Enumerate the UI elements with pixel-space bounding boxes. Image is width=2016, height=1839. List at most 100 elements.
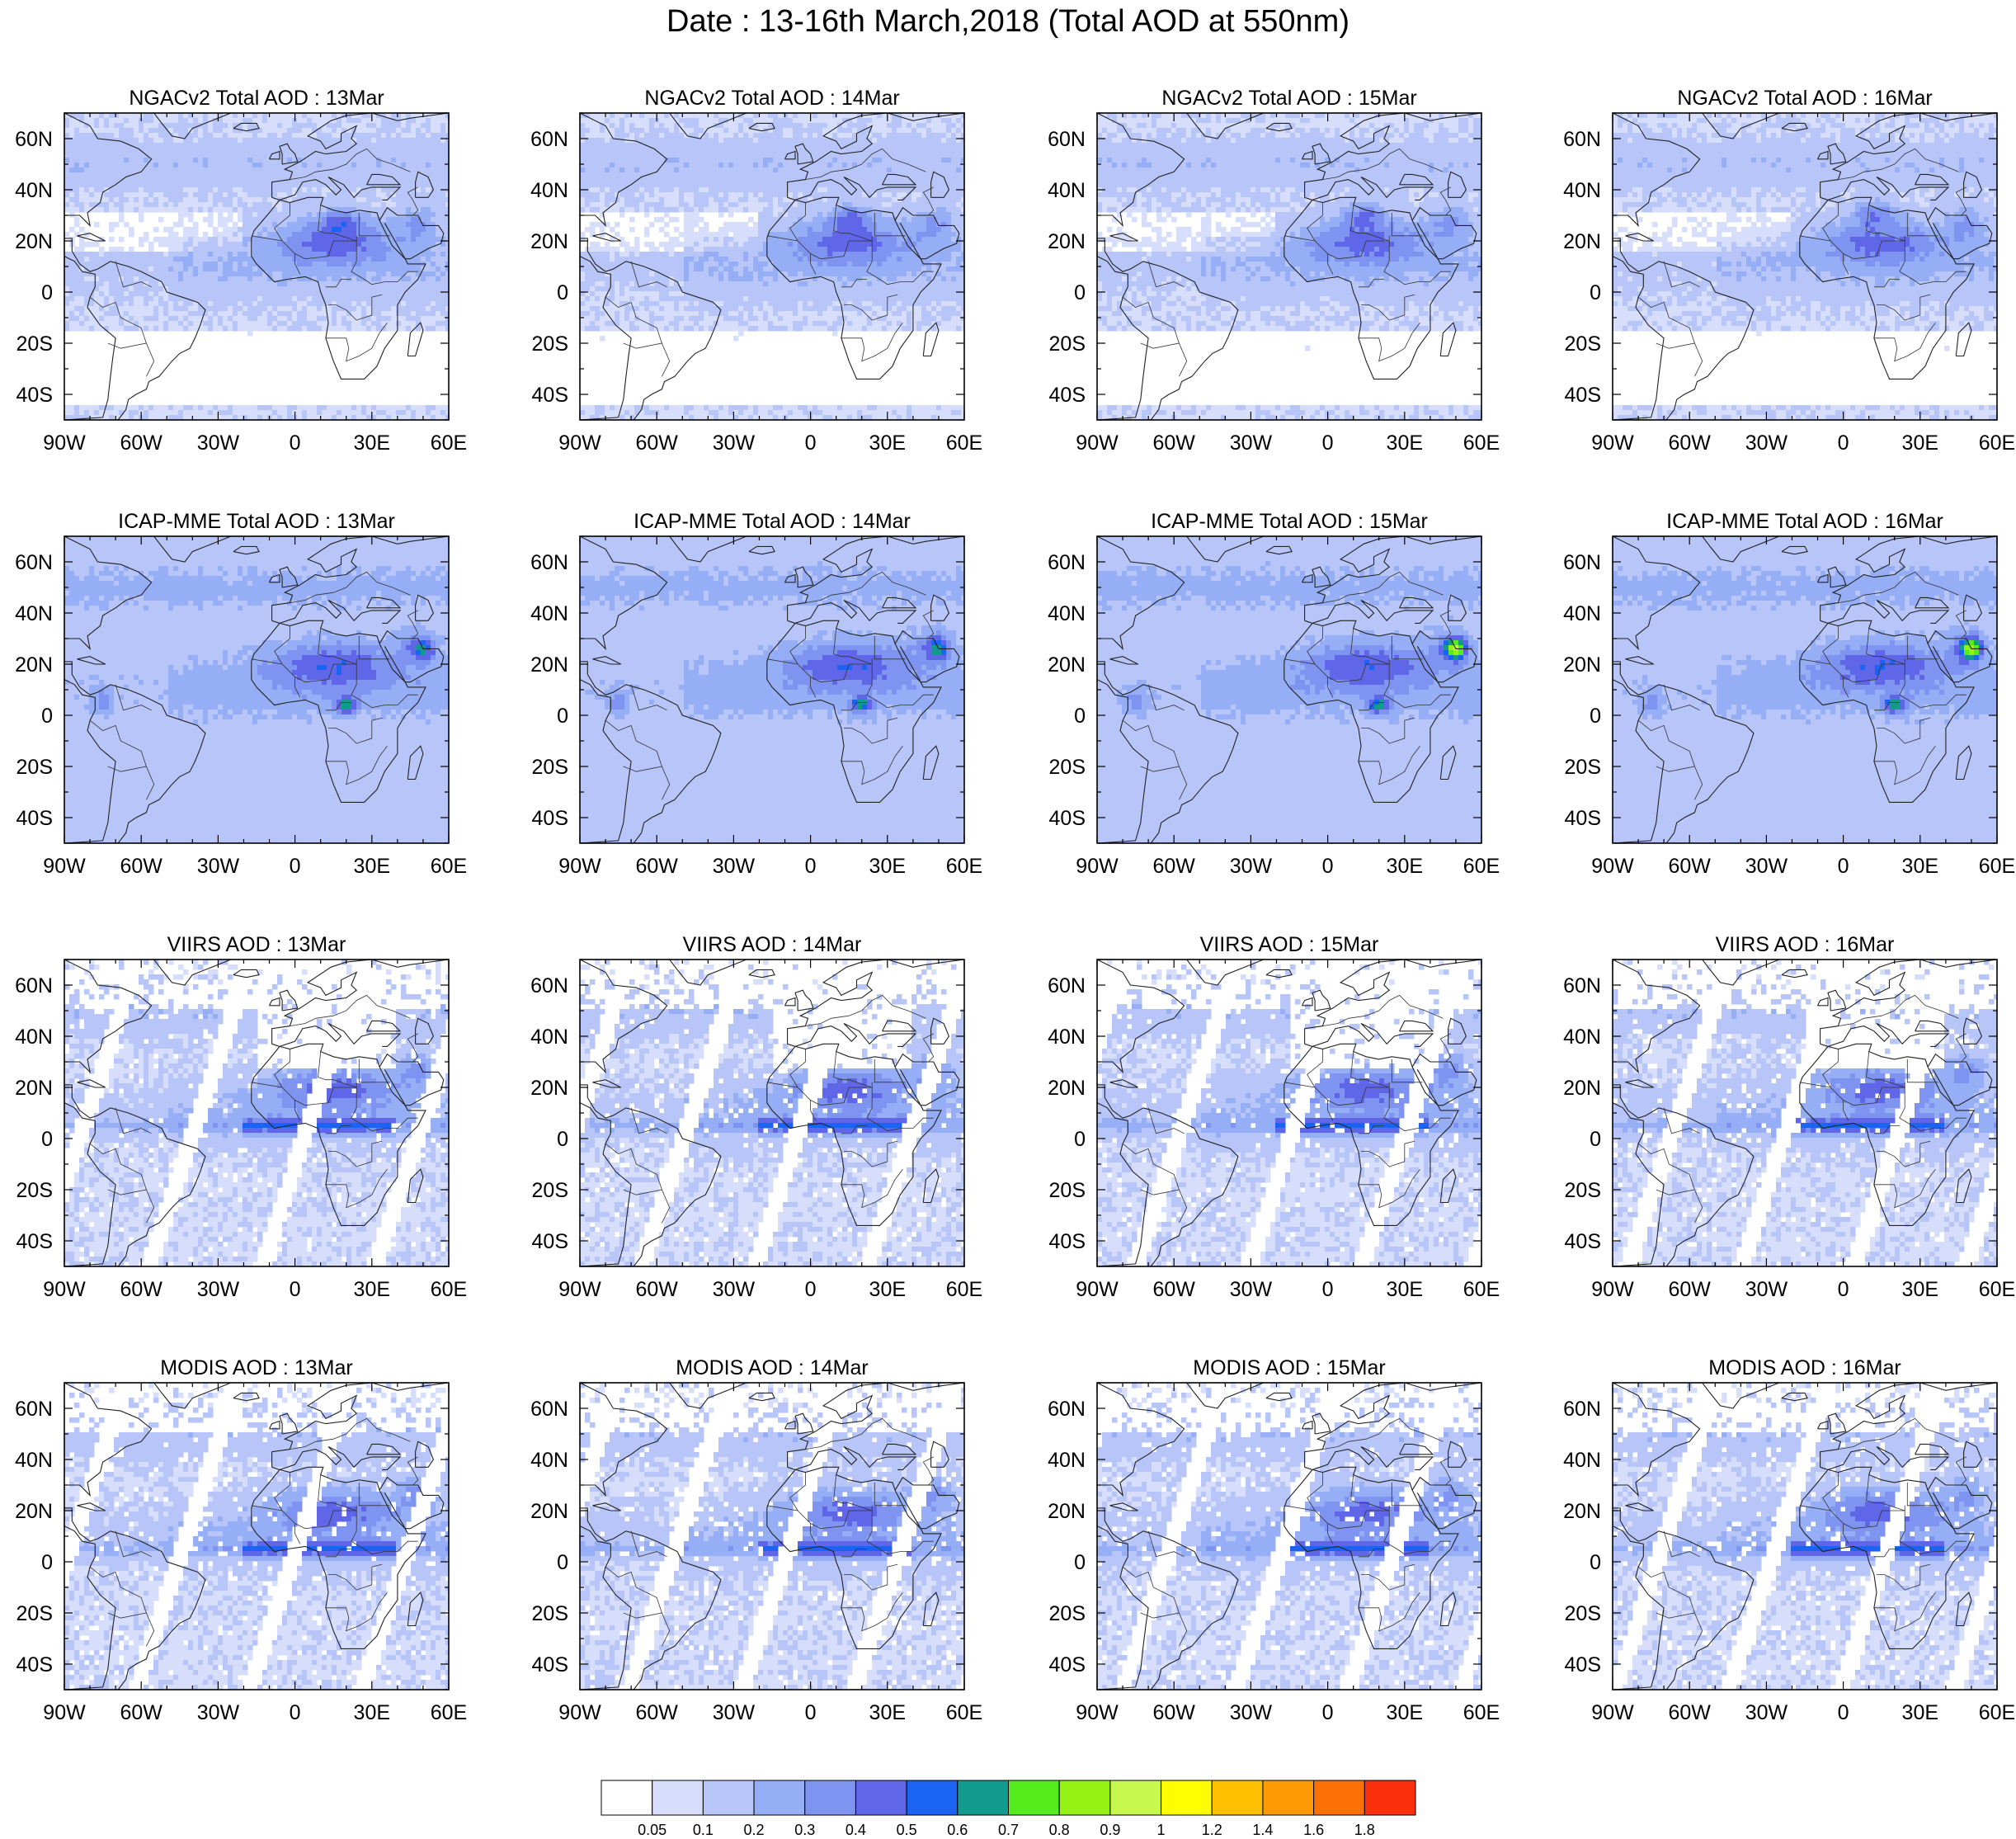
lat-tick-label: 20S bbox=[1049, 332, 1086, 356]
aod-field bbox=[1613, 536, 2000, 844]
aod-field bbox=[1097, 113, 1484, 421]
lat-tick-label: 40S bbox=[1049, 807, 1086, 830]
lat-tick-label: 60N bbox=[1048, 128, 1086, 151]
lat-tick-label: 40S bbox=[1049, 1230, 1086, 1253]
lat-tick-label: 40S bbox=[16, 384, 53, 407]
colorbar-label: 0.9 bbox=[1100, 1822, 1120, 1838]
lon-tick-label: 60W bbox=[1152, 431, 1195, 455]
panel-title: VIIRS AOD : 14Mar bbox=[683, 933, 862, 956]
lon-tick-label: 30W bbox=[1745, 1278, 1788, 1301]
lon-tick-label: 0 bbox=[1322, 1701, 1334, 1724]
lat-tick-label: 0 bbox=[1590, 705, 1601, 728]
lon-tick-label: 0 bbox=[805, 855, 817, 878]
lat-tick-label: 0 bbox=[41, 1128, 53, 1151]
lon-tick-label: 60W bbox=[120, 1701, 163, 1724]
colorbar-label: 1.8 bbox=[1354, 1822, 1375, 1838]
lat-tick-label: 40S bbox=[532, 1653, 568, 1676]
lon-tick-label: 0 bbox=[290, 1278, 301, 1301]
lat-tick-label: 20S bbox=[1565, 756, 1601, 779]
aod-field bbox=[64, 536, 451, 844]
colorbar-swatch bbox=[1059, 1780, 1110, 1815]
lon-tick-label: 30E bbox=[1387, 855, 1423, 878]
colorbar-label: 0.6 bbox=[947, 1822, 968, 1838]
lat-tick-label: 60N bbox=[1048, 551, 1086, 574]
lon-tick-label: 60E bbox=[431, 855, 467, 878]
lat-tick-label: 20N bbox=[15, 653, 53, 677]
lat-tick-label: 0 bbox=[1074, 281, 1086, 304]
lat-tick-label: 40N bbox=[1048, 602, 1086, 625]
lat-tick-label: 20S bbox=[1049, 1179, 1086, 1202]
lat-tick-label: 0 bbox=[1074, 705, 1086, 728]
lat-tick-label: 20N bbox=[1048, 1077, 1086, 1100]
panel-title: ICAP-MME Total AOD : 16Mar bbox=[1666, 510, 1943, 533]
lon-tick-label: 90W bbox=[558, 1701, 601, 1724]
lat-tick-label: 0 bbox=[1590, 1551, 1601, 1574]
panel-title: VIIRS AOD : 16Mar bbox=[1716, 933, 1895, 956]
lon-tick-label: 30W bbox=[197, 855, 240, 878]
colorbar-swatch bbox=[1009, 1780, 1060, 1815]
lon-tick-label: 90W bbox=[558, 1278, 601, 1301]
lat-tick-label: 20N bbox=[15, 230, 53, 253]
lon-tick-label: 90W bbox=[43, 1701, 86, 1724]
panel-title: ICAP-MME Total AOD : 14Mar bbox=[634, 510, 911, 533]
colorbar-label: 1 bbox=[1157, 1822, 1166, 1838]
aod-field bbox=[1613, 113, 2000, 421]
lat-tick-label: 20N bbox=[1563, 230, 1601, 253]
colorbar-label: 0.7 bbox=[998, 1822, 1019, 1838]
lon-tick-label: 30W bbox=[713, 1278, 756, 1301]
aod-field bbox=[64, 960, 451, 1267]
lon-tick-label: 30W bbox=[713, 1701, 756, 1724]
lon-tick-label: 30W bbox=[1745, 855, 1788, 878]
panel-title: MODIS AOD : 16Mar bbox=[1708, 1356, 1901, 1379]
lon-tick-label: 0 bbox=[290, 431, 301, 455]
lat-tick-label: 0 bbox=[41, 281, 53, 304]
lon-tick-label: 60E bbox=[946, 855, 982, 878]
lon-tick-label: 60W bbox=[635, 855, 678, 878]
lat-tick-label: 20N bbox=[1048, 653, 1086, 677]
lat-tick-label: 40S bbox=[16, 1230, 53, 1253]
aod-field bbox=[1613, 960, 2000, 1267]
lon-tick-label: 30E bbox=[354, 431, 390, 455]
lat-tick-label: 40N bbox=[1048, 1449, 1086, 1472]
lon-tick-label: 30E bbox=[869, 1701, 906, 1724]
lon-tick-label: 30E bbox=[869, 431, 906, 455]
lon-tick-label: 30E bbox=[869, 855, 906, 878]
aod-field bbox=[580, 1383, 967, 1690]
lon-tick-label: 60E bbox=[1979, 1701, 2015, 1724]
lat-tick-label: 0 bbox=[557, 1128, 568, 1151]
lon-tick-label: 90W bbox=[558, 431, 601, 455]
lat-tick-label: 0 bbox=[557, 705, 568, 728]
lat-tick-label: 40N bbox=[1563, 602, 1601, 625]
aod-field bbox=[64, 113, 451, 421]
lon-tick-label: 60W bbox=[1152, 855, 1195, 878]
colorbar-swatch bbox=[754, 1780, 805, 1815]
panel-title: NGACv2 Total AOD : 16Mar bbox=[1677, 87, 1932, 110]
colorbar-swatch bbox=[805, 1780, 856, 1815]
colorbar-label: 1.6 bbox=[1303, 1822, 1324, 1838]
lat-tick-label: 60N bbox=[15, 1398, 53, 1421]
lat-tick-label: 40S bbox=[532, 1230, 568, 1253]
lat-tick-label: 40N bbox=[15, 602, 53, 625]
lat-tick-label: 0 bbox=[1074, 1128, 1086, 1151]
lon-tick-label: 0 bbox=[1838, 1701, 1849, 1724]
lon-tick-label: 30E bbox=[354, 1701, 390, 1724]
lat-tick-label: 20S bbox=[1565, 1602, 1601, 1625]
lat-tick-label: 40S bbox=[16, 1653, 53, 1676]
lon-tick-label: 30E bbox=[1902, 855, 1938, 878]
lat-tick-label: 20N bbox=[1563, 1077, 1601, 1100]
lat-tick-label: 40N bbox=[1563, 179, 1601, 202]
lon-tick-label: 30E bbox=[1387, 431, 1423, 455]
lon-tick-label: 60W bbox=[1668, 1701, 1711, 1724]
lon-tick-label: 0 bbox=[290, 1701, 301, 1724]
lat-tick-label: 0 bbox=[557, 281, 568, 304]
lat-tick-label: 60N bbox=[530, 1398, 568, 1421]
lon-tick-label: 60E bbox=[1463, 1278, 1500, 1301]
lat-tick-label: 20N bbox=[530, 1500, 568, 1523]
lon-tick-label: 60W bbox=[1152, 1701, 1195, 1724]
colorbar-swatch bbox=[1314, 1780, 1365, 1815]
lon-tick-label: 30E bbox=[1902, 1278, 1938, 1301]
